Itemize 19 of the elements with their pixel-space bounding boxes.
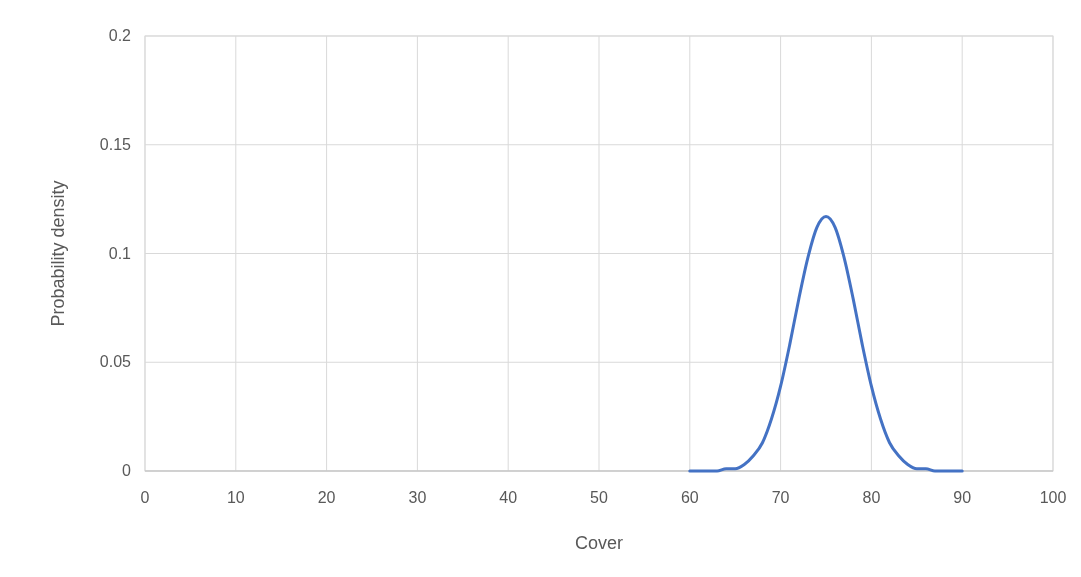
y-tick-label: 0.15 — [99, 135, 132, 153]
x-tick-label: 70 — [771, 489, 790, 506]
x-tick-label: 0 — [140, 489, 150, 506]
x-tick-label: 100 — [1039, 489, 1067, 506]
y-tick-label: 0.1 — [108, 244, 132, 262]
y-tick-label: 0.2 — [108, 27, 132, 44]
x-tick-label: 20 — [317, 489, 336, 506]
x-tick-label: 80 — [862, 489, 881, 506]
y-tick-label: 0.05 — [99, 353, 132, 371]
x-tick-label: 90 — [953, 489, 972, 506]
x-tick-label: 10 — [226, 489, 245, 506]
y-tick-label: 0 — [122, 462, 132, 479]
line-series — [688, 215, 964, 473]
x-tick-label: 50 — [590, 489, 608, 506]
x-tick-label: 40 — [499, 489, 518, 506]
y-axis-title: Probability density — [48, 180, 68, 327]
x-axis-title: Cover — [574, 533, 624, 553]
x-tick-label: 30 — [408, 489, 427, 506]
x-tick-label: 60 — [680, 489, 699, 506]
